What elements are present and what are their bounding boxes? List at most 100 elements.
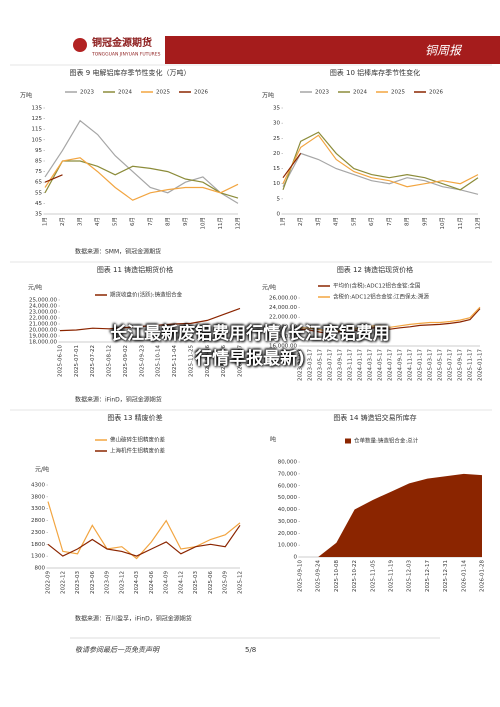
y-tick-label: 25,000.00 — [29, 298, 57, 304]
legend-swatch — [345, 438, 351, 444]
x-tick-label: 2024-06 — [149, 571, 155, 594]
line — [44, 157, 239, 201]
y-tick-label: 24,000.00 — [29, 304, 57, 310]
line — [44, 174, 63, 183]
y-tick-label: 50,000 — [278, 495, 298, 501]
x-tick-label: 2月 — [59, 217, 66, 226]
x-tick-label: 2025-09 — [223, 571, 229, 594]
y-axis-label: 万吨 — [262, 92, 274, 100]
legend-label: 2025 — [156, 90, 170, 96]
x-tick-label: 2024-05-17 — [378, 349, 384, 381]
y-tick-label: 1800 — [31, 542, 45, 548]
overlay-title: 长江最新废铝费用行情(长江废铝费用 行情早报最新) — [0, 322, 500, 372]
line — [59, 307, 241, 332]
x-tick-label: 9月 — [182, 217, 189, 226]
x-tick-label: 2025-09-17 — [458, 349, 464, 381]
x-tick-label: 2024-11-17 — [408, 349, 414, 381]
y-tick-label: 35 — [273, 106, 280, 112]
legend-label: 2024 — [118, 90, 132, 96]
y-axis-label: 元/吨 — [28, 284, 42, 292]
x-tick-label: 2024-07-17 — [388, 349, 394, 381]
x-tick-label: 2024-09-17 — [398, 349, 404, 381]
x-tick-label: 2023-01-03 — [298, 349, 304, 381]
y-axis-label: 吨 — [270, 436, 276, 444]
x-tick-label: 2025-09-10 — [298, 560, 304, 592]
legend-label: 含税价:ADC12铝合金锭:江西保太:溯源 — [333, 293, 429, 301]
y-tick-label: 5 — [277, 196, 281, 202]
x-tick-label: 11月 — [217, 217, 224, 230]
x-tick-label: 2025-10-22 — [352, 560, 358, 592]
y-tick-label: 0 — [277, 212, 281, 218]
y-tick-label: 26,000.00 — [269, 296, 297, 302]
x-tick-label: 2023-11-17 — [348, 349, 354, 381]
legend-label: 佛山破碎生铝精废价差 — [110, 436, 166, 444]
x-tick-label: 2025-12 — [238, 571, 244, 594]
y-tick-label: 125 — [32, 116, 43, 122]
disclaimer: 敬请参阅最后一页免责声明 — [75, 646, 160, 654]
x-tick-label: 2024-01-17 — [358, 349, 364, 381]
y-tick-label: 25 — [273, 136, 280, 142]
x-tick-label: 3月 — [315, 217, 322, 226]
line — [282, 152, 479, 195]
x-tick-label: 1月 — [280, 217, 287, 226]
line — [282, 134, 479, 188]
y-tick-label: 1300 — [31, 554, 45, 560]
x-tick-label: 2025-03 — [193, 571, 199, 594]
x-tick-label: 2026-01-14 — [461, 560, 467, 592]
y-tick-label: 75 — [35, 169, 42, 175]
y-tick-label: 20 — [273, 151, 280, 157]
page-number: 5/8 — [245, 646, 256, 654]
y-tick-label: 40,000 — [278, 507, 298, 513]
y-tick-label: 22,000.00 — [29, 316, 57, 322]
logo — [73, 38, 87, 52]
y-tick-label: 85 — [35, 159, 42, 165]
x-tick-label: 6月 — [368, 217, 375, 226]
x-tick-label: 2025-12-16 — [205, 345, 211, 377]
line — [47, 524, 241, 557]
source: 数据来源：iFinD，铜冠金源期货 — [75, 396, 162, 404]
x-tick-label: 2月 — [297, 217, 304, 226]
line — [47, 501, 241, 560]
x-tick-label: 1月 — [42, 217, 49, 226]
x-tick-label: 10月 — [439, 217, 446, 230]
x-tick-label: 7月 — [147, 217, 154, 226]
x-tick-label: 2022-09 — [46, 571, 52, 594]
y-axis-label: 元/吨 — [35, 466, 49, 474]
legend-label: 2023 — [315, 90, 329, 96]
legend-label: 2026 — [194, 90, 208, 96]
x-tick-label: 2025-01-17 — [418, 349, 424, 381]
x-tick-label: 7月 — [386, 217, 393, 226]
legend-label: 仓单数量:铸造铝合金:总计 — [354, 437, 419, 445]
y-tick-label: 60,000 — [278, 483, 298, 489]
y-tick-label: 30,000 — [278, 519, 298, 525]
x-tick-label: 2023-03-17 — [308, 349, 314, 381]
y-tick-label: 16,000.00 — [269, 344, 297, 350]
x-tick-label: 2025-06 — [208, 571, 214, 594]
y-tick-label: 20,000.00 — [269, 324, 297, 330]
chart-title: 图表 13 精废价差 — [107, 413, 162, 422]
x-tick-label: 4月 — [94, 217, 101, 226]
y-tick-label: 18,000.00 — [269, 334, 297, 340]
y-tick-label: 19,000.00 — [29, 334, 57, 340]
x-tick-label: 4月 — [333, 217, 340, 226]
x-tick-label: 2025-06-10 — [58, 345, 64, 377]
line — [44, 160, 239, 199]
legend-label: 2023 — [80, 90, 94, 96]
y-tick-label: 3300 — [31, 506, 45, 512]
x-tick-label: 2025-10-08 — [334, 560, 340, 592]
x-tick-label: 10月 — [199, 217, 206, 230]
x-tick-label: 2025-09-23 — [139, 345, 145, 377]
x-tick-label: 2024-03-17 — [368, 349, 374, 381]
chart-title: 图表 9 电解铝库存季节性变化（万吨） — [70, 68, 191, 77]
y-tick-label: 10,000 — [278, 543, 298, 549]
y-tick-label: 23,000.00 — [29, 310, 57, 316]
y-tick-label: 2800 — [31, 518, 45, 524]
x-tick-label: 2025-12-17 — [425, 560, 431, 592]
y-axis-label: 元/吨 — [262, 284, 276, 292]
legend-label: 上海机件生铝精废价差 — [110, 447, 166, 455]
y-tick-label: 4300 — [31, 483, 45, 489]
y-tick-label: 45 — [35, 201, 42, 207]
x-tick-label: 2025-11-05 — [370, 560, 376, 592]
x-tick-label: 2023-06 — [90, 571, 96, 594]
